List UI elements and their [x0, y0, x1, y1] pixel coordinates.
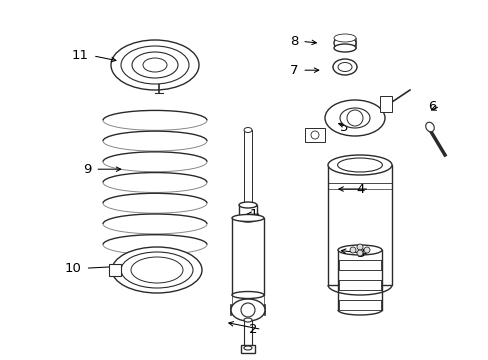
Ellipse shape	[131, 257, 183, 283]
Circle shape	[241, 303, 254, 317]
Ellipse shape	[327, 155, 391, 175]
Bar	[338, 280, 380, 290]
Ellipse shape	[244, 318, 251, 322]
Bar	[231, 293, 264, 311]
Circle shape	[349, 247, 355, 253]
Ellipse shape	[332, 59, 356, 75]
Ellipse shape	[239, 202, 257, 208]
Ellipse shape	[333, 44, 355, 52]
Bar	[333, 38, 355, 48]
Text: 10: 10	[64, 262, 81, 275]
Bar	[327, 165, 391, 285]
Text: 8: 8	[289, 35, 298, 48]
Circle shape	[356, 250, 362, 256]
Bar	[231, 218, 264, 295]
Bar	[337, 270, 381, 280]
Text: 4: 4	[356, 183, 365, 195]
Text: 6: 6	[427, 100, 435, 113]
Ellipse shape	[425, 122, 433, 132]
Ellipse shape	[121, 252, 193, 288]
Bar	[241, 345, 254, 353]
Bar	[305, 128, 325, 142]
Ellipse shape	[244, 127, 251, 132]
Ellipse shape	[231, 215, 264, 221]
Ellipse shape	[325, 100, 384, 136]
Bar	[244, 320, 251, 348]
Bar	[244, 130, 251, 210]
Ellipse shape	[339, 108, 369, 128]
Text: 3: 3	[356, 247, 365, 260]
Ellipse shape	[111, 40, 199, 90]
Text: 7: 7	[289, 64, 298, 77]
Ellipse shape	[239, 216, 257, 222]
Circle shape	[310, 131, 318, 139]
Text: 11: 11	[72, 49, 89, 62]
Ellipse shape	[112, 247, 202, 293]
Ellipse shape	[244, 346, 251, 350]
Ellipse shape	[121, 46, 189, 84]
Circle shape	[346, 110, 362, 126]
Text: 1: 1	[248, 208, 257, 221]
Bar	[109, 264, 121, 276]
Bar	[338, 300, 380, 310]
Bar	[337, 290, 381, 300]
Ellipse shape	[337, 158, 382, 172]
Bar	[379, 96, 391, 112]
Ellipse shape	[231, 292, 264, 298]
Ellipse shape	[230, 299, 264, 321]
Ellipse shape	[337, 245, 381, 255]
Text: 2: 2	[248, 323, 257, 336]
Ellipse shape	[333, 34, 355, 42]
Circle shape	[356, 244, 362, 250]
Ellipse shape	[142, 58, 167, 72]
Bar	[239, 205, 257, 219]
Bar	[338, 260, 380, 270]
Ellipse shape	[337, 63, 351, 72]
Text: 9: 9	[83, 163, 91, 176]
Ellipse shape	[333, 36, 355, 50]
Bar	[337, 250, 381, 260]
Circle shape	[363, 247, 369, 253]
Text: 5: 5	[339, 121, 347, 134]
Ellipse shape	[132, 52, 178, 78]
